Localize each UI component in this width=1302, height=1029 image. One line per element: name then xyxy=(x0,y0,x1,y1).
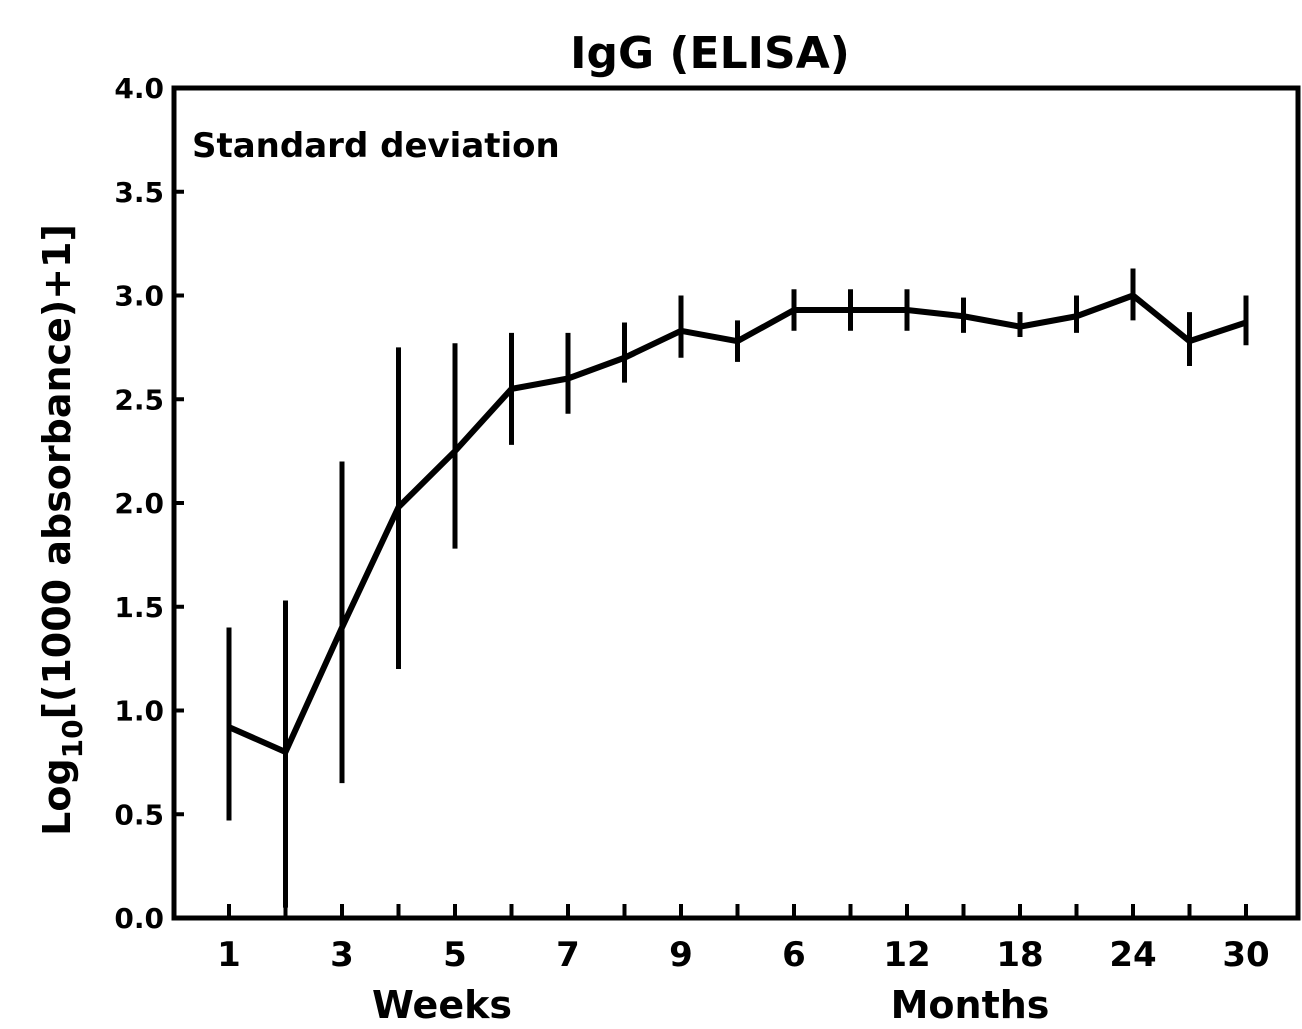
x-tick-label: 5 xyxy=(443,935,467,975)
x-axis-label-months: Months xyxy=(891,983,1050,1027)
x-axis-ticks: 1 3 5 7 9 6 12 18 24 30 xyxy=(217,904,1270,975)
x-tick-label: 12 xyxy=(883,935,930,975)
y-tick-label: 0.0 xyxy=(114,902,164,935)
y-tick-label: 2.5 xyxy=(114,383,164,416)
x-tick-label: 1 xyxy=(217,935,241,975)
y-axis-label-main: Log xyxy=(35,758,79,836)
x-tick-label: 24 xyxy=(1109,935,1156,975)
y-tick-label: 1.5 xyxy=(114,591,164,624)
x-tick-label: 18 xyxy=(996,935,1043,975)
error-bars xyxy=(226,268,1249,908)
chart-title: IgG (ELISA) xyxy=(570,28,850,79)
x-axis-label-weeks: Weeks xyxy=(372,983,512,1027)
y-tick-label: 0.5 xyxy=(114,798,164,831)
x-tick-label: 3 xyxy=(330,935,354,975)
x-tick-label: 6 xyxy=(782,935,806,975)
annotation-standard-deviation: Standard deviation xyxy=(192,126,560,166)
y-tick-label: 1.0 xyxy=(114,695,164,728)
x-tick-label: 7 xyxy=(556,935,580,975)
x-tick-label: 30 xyxy=(1222,935,1269,975)
y-axis-label-rest: [(1000 absorbance)+1] xyxy=(35,224,79,719)
series-line xyxy=(227,292,1247,755)
y-tick-label: 3.0 xyxy=(114,280,164,313)
y-axis-label-sub: 10 xyxy=(56,719,89,758)
y-axis-label: Log10[(1000 absorbance)+1] xyxy=(35,224,89,836)
y-tick-label: 4.0 xyxy=(114,72,164,105)
y-tick-label: 3.5 xyxy=(114,176,164,209)
x-tick-label: 9 xyxy=(669,935,693,975)
y-tick-label: 2.0 xyxy=(114,487,164,520)
series-line-group xyxy=(227,292,1247,755)
y-axis-ticks: 0.0 0.5 1.0 1.5 2.0 2.5 3.0 3.5 4.0 xyxy=(114,72,184,935)
